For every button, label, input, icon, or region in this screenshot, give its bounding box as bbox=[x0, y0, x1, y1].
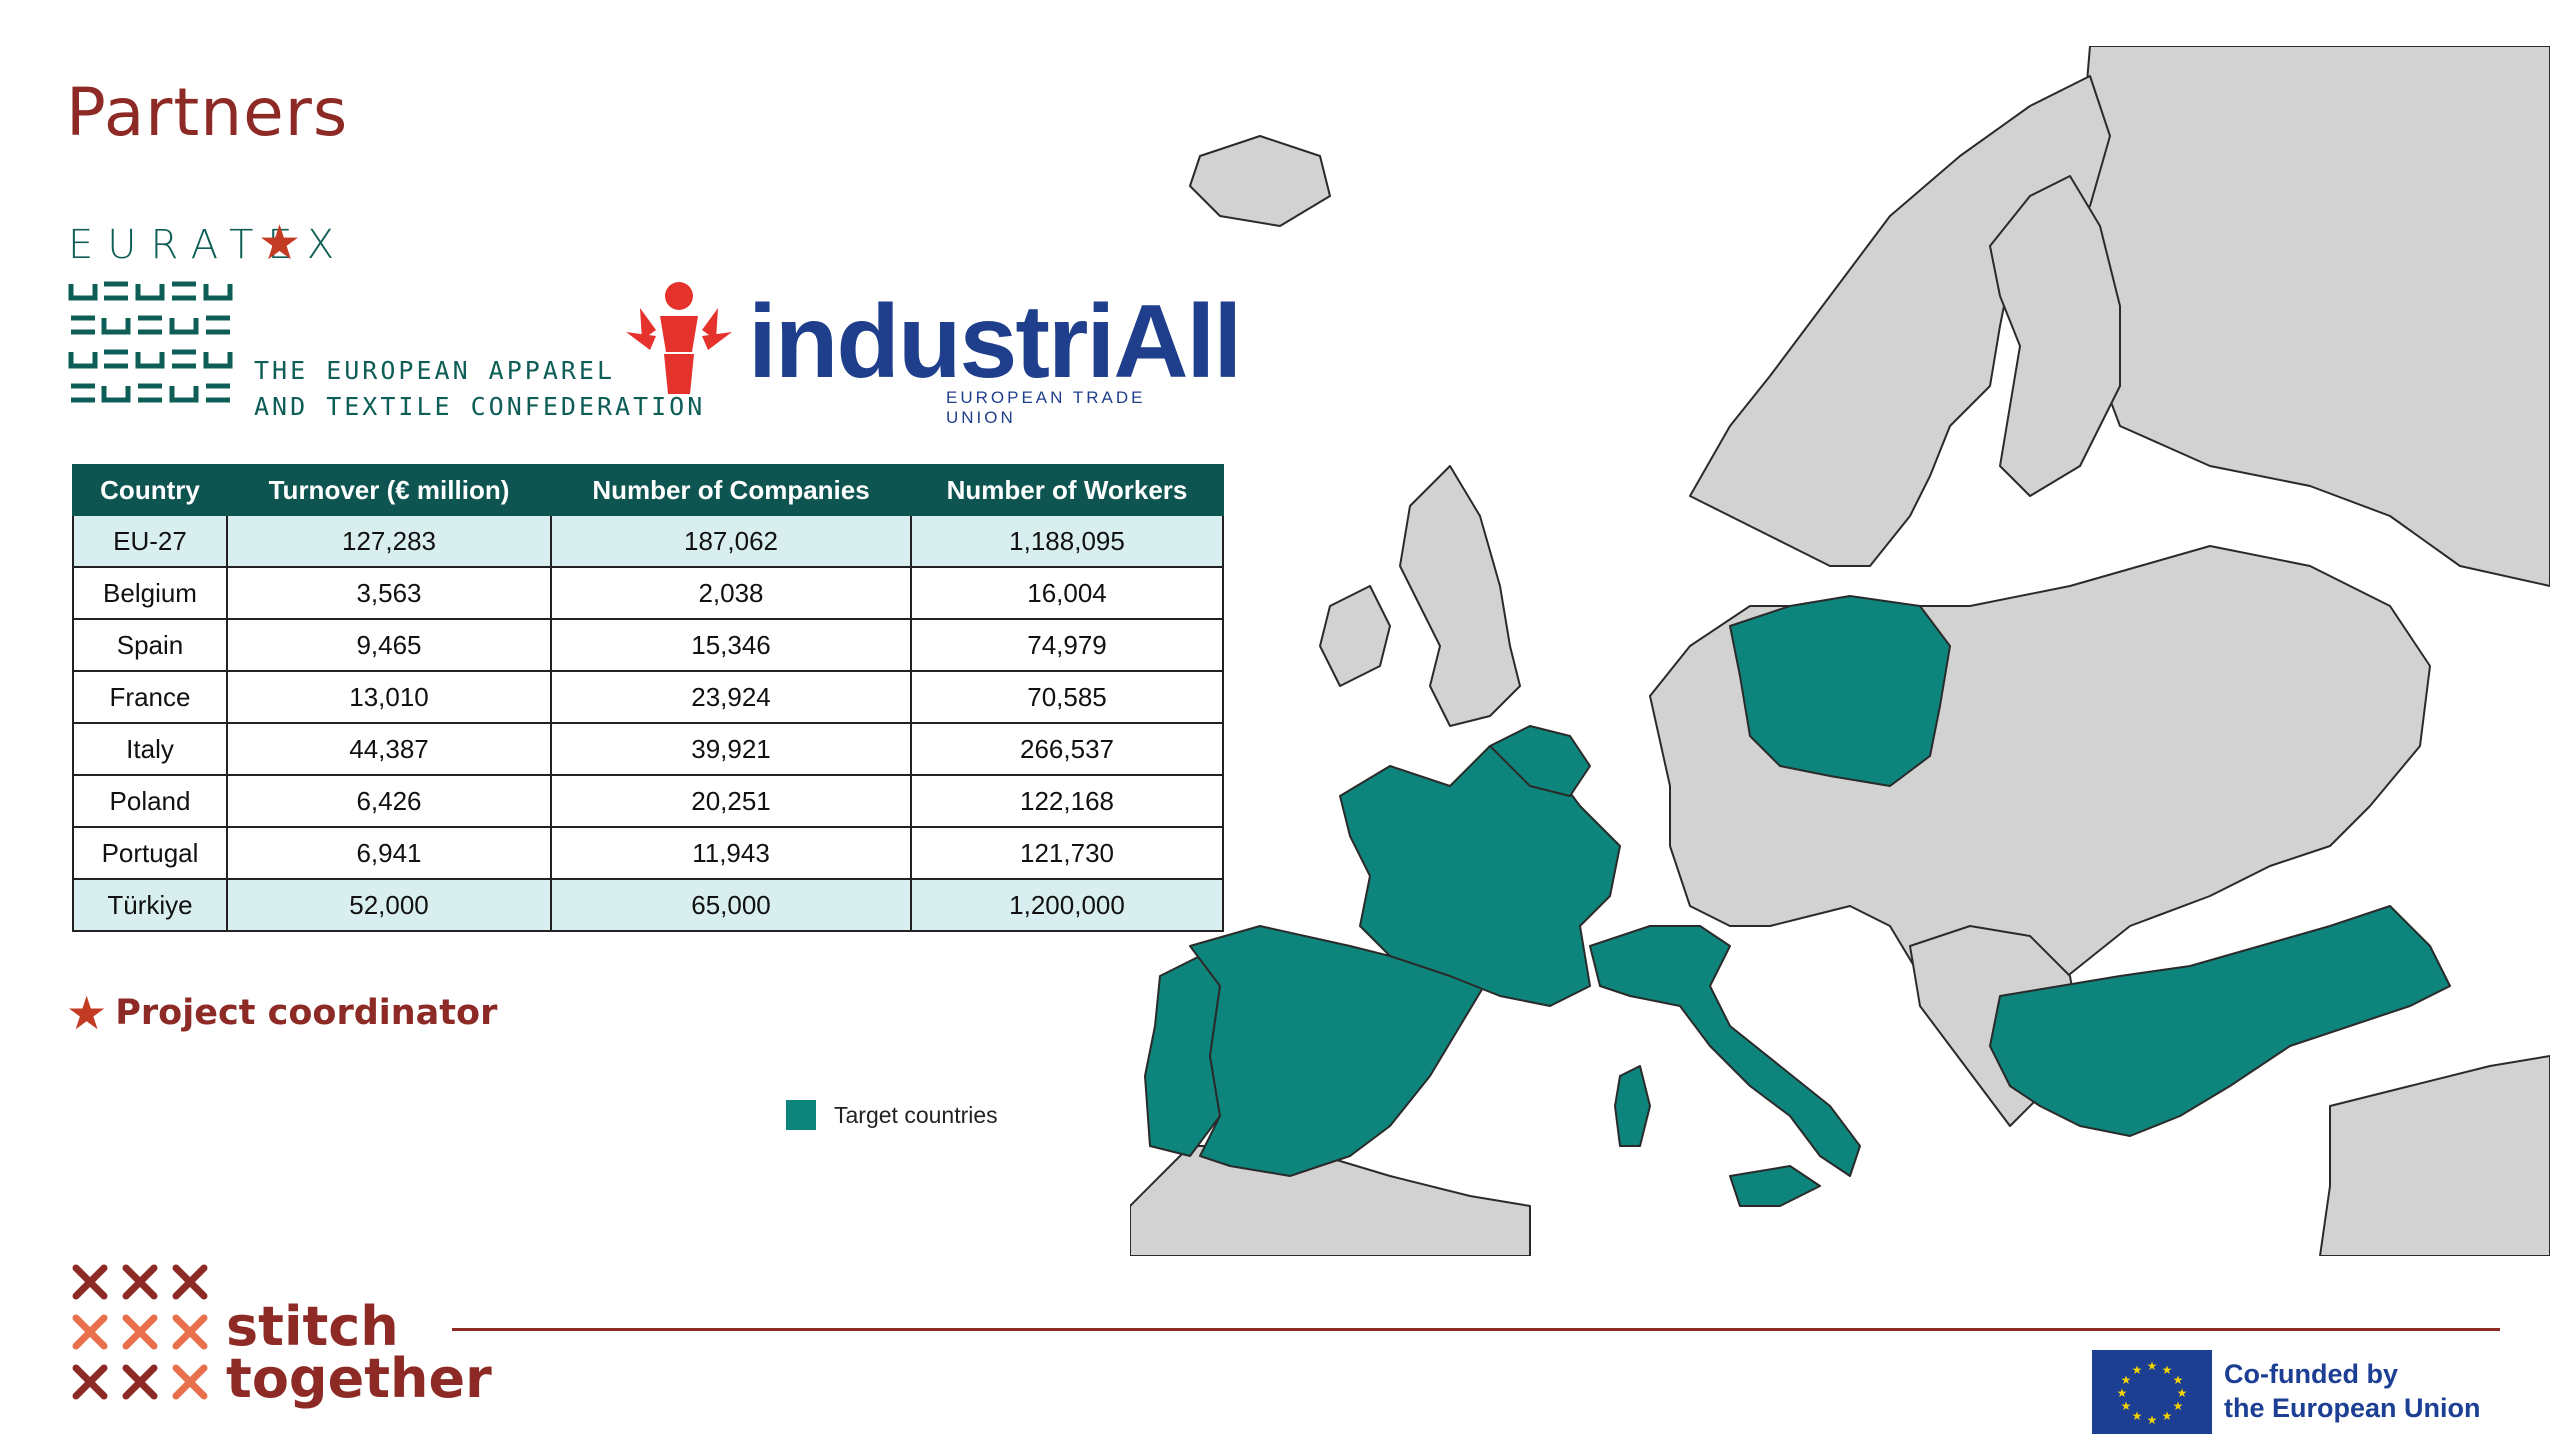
table-cell: 3,563 bbox=[226, 566, 552, 620]
map-region-sicily bbox=[1729, 1165, 1821, 1207]
table-cell: 44,387 bbox=[226, 722, 552, 776]
svg-text:★: ★ bbox=[2147, 1359, 2158, 1373]
svg-text:★: ★ bbox=[2132, 1363, 2143, 1377]
table-cell: Portugal bbox=[72, 826, 228, 880]
table-cell: EU-27 bbox=[72, 514, 228, 568]
map-region-italy bbox=[1589, 925, 1861, 1177]
map-region-finland bbox=[1989, 175, 2121, 497]
industriall-wordmark: industriAll bbox=[748, 284, 1242, 400]
partner-stats-table: Country Turnover (€ million) Number of C… bbox=[72, 464, 1224, 932]
table-cell: 65,000 bbox=[550, 878, 912, 932]
table-row: Italy 44,387 39,921 266,537 bbox=[72, 722, 1224, 776]
table-row: EU-27 127,283 187,062 1,188,095 bbox=[72, 514, 1224, 568]
svg-text:★: ★ bbox=[2173, 1373, 2184, 1387]
table-cell: Türkiye bbox=[72, 878, 228, 932]
table-cell: 13,010 bbox=[226, 670, 552, 724]
table-cell: 70,585 bbox=[910, 670, 1224, 724]
industriall-figure-icon bbox=[626, 282, 732, 394]
table-cell: France bbox=[72, 670, 228, 724]
table-cell: 11,943 bbox=[550, 826, 912, 880]
industriall-logo: industriAll EUROPEAN TRADE UNION bbox=[620, 270, 1242, 427]
eu-cofunded-badge: ★ ★ ★ ★ ★ ★ ★ ★ ★ ★ ★ ★ Co-funded by the… bbox=[2092, 1350, 2522, 1434]
europe-map bbox=[1130, 46, 2550, 1256]
eu-flag-icon: ★ ★ ★ ★ ★ ★ ★ ★ ★ ★ ★ ★ bbox=[2092, 1350, 2212, 1434]
table-cell: 121,730 bbox=[910, 826, 1224, 880]
table-row: Spain 9,465 15,346 74,979 bbox=[72, 618, 1224, 672]
table-cell: Spain bbox=[72, 618, 228, 672]
table-cell: 23,924 bbox=[550, 670, 912, 724]
svg-text:★: ★ bbox=[2147, 1413, 2158, 1427]
legend-swatch bbox=[786, 1100, 816, 1130]
table-cell: Poland bbox=[72, 774, 228, 828]
map-region-iceland bbox=[1189, 135, 1331, 227]
table-cell: 74,979 bbox=[910, 618, 1224, 672]
column-header: Country bbox=[72, 464, 228, 516]
coordinator-note-label: Project coordinator bbox=[115, 993, 498, 1033]
footer-divider bbox=[452, 1328, 2500, 1331]
legend-label: Target countries bbox=[834, 1101, 998, 1128]
coordinator-note: ★ Project coordinator bbox=[66, 990, 497, 1036]
map-region-poland bbox=[1729, 595, 1951, 787]
euratex-logo: EURATEX ★ THE EUROPEAN APPAREL AND TEXTI… bbox=[68, 217, 702, 422]
euratex-tagline: THE EUROPEAN APPAREL bbox=[254, 356, 616, 385]
column-header: Number of Workers bbox=[910, 464, 1224, 516]
brand-name-line: together bbox=[226, 1347, 492, 1410]
eu-funding-line: the European Union bbox=[2224, 1393, 2481, 1423]
table-cell: 52,000 bbox=[226, 878, 552, 932]
map-region-turkiye bbox=[1989, 905, 2451, 1137]
map-region-ireland bbox=[1319, 585, 1391, 687]
svg-text:★: ★ bbox=[2162, 1363, 2173, 1377]
map-region-uk bbox=[1399, 465, 1521, 727]
coordinator-star-icon: ★ bbox=[258, 217, 302, 270]
table-cell: 20,251 bbox=[550, 774, 912, 828]
svg-text:★: ★ bbox=[2121, 1399, 2132, 1413]
table-cell: Italy bbox=[72, 722, 228, 776]
eu-funding-line: Co-funded by bbox=[2224, 1359, 2398, 1390]
map-region-middle-east bbox=[2319, 1055, 2550, 1256]
table-cell: 1,188,095 bbox=[910, 514, 1224, 568]
table-cell: 16,004 bbox=[910, 566, 1224, 620]
coordinator-star-icon: ★ bbox=[66, 986, 108, 1040]
svg-text:★: ★ bbox=[2177, 1386, 2188, 1400]
table-cell: 6,941 bbox=[226, 826, 552, 880]
table-row: Türkiye 52,000 65,000 1,200,000 bbox=[72, 878, 1224, 932]
map-region-russia bbox=[2069, 46, 2550, 587]
table-header-row: Country Turnover (€ million) Number of C… bbox=[72, 464, 1224, 516]
table-cell: 127,283 bbox=[226, 514, 552, 568]
table-cell: 266,537 bbox=[910, 722, 1224, 776]
svg-text:★: ★ bbox=[2121, 1373, 2132, 1387]
column-header: Number of Companies bbox=[550, 464, 912, 516]
eu-funding-text: Co-funded by the European Union bbox=[2224, 1358, 2481, 1426]
table-cell: 9,465 bbox=[226, 618, 552, 672]
table-cell: Belgium bbox=[72, 566, 228, 620]
table-row: Poland 6,426 20,251 122,168 bbox=[72, 774, 1224, 828]
table-row: Belgium 3,563 2,038 16,004 bbox=[72, 566, 1224, 620]
svg-text:★: ★ bbox=[2132, 1409, 2143, 1423]
map-region-sardinia bbox=[1614, 1065, 1651, 1147]
euratex-tagline: AND TEXTILE CONFEDERATION bbox=[254, 392, 706, 421]
table-cell: 6,426 bbox=[226, 774, 552, 828]
table-cell: 1,200,000 bbox=[910, 878, 1224, 932]
euratex-wordmark: EURATEX bbox=[68, 222, 349, 268]
table-cell: 122,168 bbox=[910, 774, 1224, 828]
table-cell: 15,346 bbox=[550, 618, 912, 672]
stitch-cross-pattern-icon bbox=[72, 1264, 208, 1400]
table-cell: 187,062 bbox=[550, 514, 912, 568]
svg-text:★: ★ bbox=[2117, 1386, 2128, 1400]
map-region-belgium bbox=[1489, 725, 1591, 797]
page-title: Partners bbox=[66, 74, 349, 151]
map-region-portugal bbox=[1144, 955, 1221, 1157]
industriall-subtitle: EUROPEAN TRADE UNION bbox=[946, 388, 1146, 427]
svg-text:★: ★ bbox=[2173, 1399, 2184, 1413]
table-cell: 39,921 bbox=[550, 722, 912, 776]
column-header: Turnover (€ million) bbox=[226, 464, 552, 516]
euratex-pattern-icon bbox=[68, 281, 233, 403]
map-legend: Target countries bbox=[786, 1100, 998, 1130]
svg-text:★: ★ bbox=[2162, 1409, 2173, 1423]
brand-name-line: stitch bbox=[226, 1295, 399, 1358]
table-cell: 2,038 bbox=[550, 566, 912, 620]
table-row: France 13,010 23,924 70,585 bbox=[72, 670, 1224, 724]
map-region-france bbox=[1339, 745, 1621, 1007]
table-row: Portugal 6,941 11,943 121,730 bbox=[72, 826, 1224, 880]
